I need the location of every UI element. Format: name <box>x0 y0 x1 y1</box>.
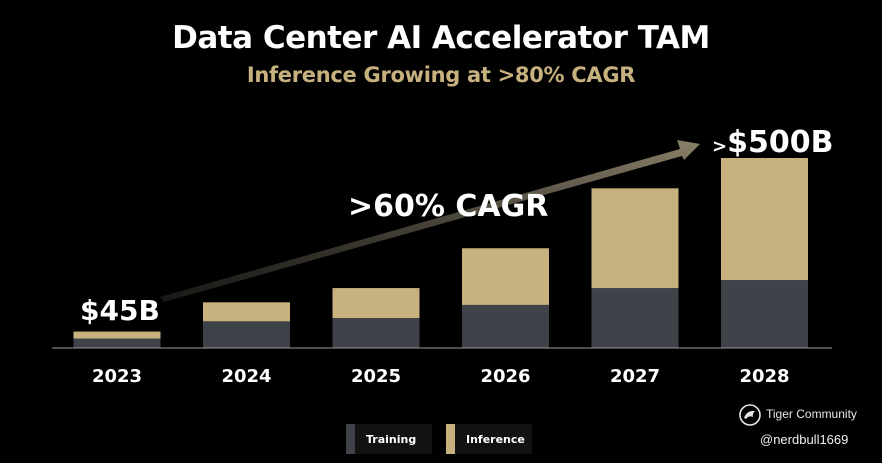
watermark-brand: Tiger Community <box>738 403 878 427</box>
end-value-label: >$500B <box>712 125 833 160</box>
cagr-label: >60% CAGR <box>348 189 548 224</box>
end-value-prefix: > <box>712 136 727 157</box>
watermark-brand-name: Tiger Community <box>766 407 857 421</box>
bar-inference-2023 <box>73 331 161 339</box>
x-tick-label-2026: 2026 <box>480 366 530 387</box>
x-tick-label-2027: 2027 <box>610 366 660 387</box>
chart-title: Data Center AI Accelerator TAM <box>172 20 710 56</box>
watermark-handle: @nerdbull1669 <box>760 432 849 447</box>
growth-trend-arrow <box>160 140 700 302</box>
x-tick-label-2025: 2025 <box>351 366 401 387</box>
legend-item-inference <box>446 424 532 454</box>
legend-item-training <box>346 424 432 454</box>
bar-inference-2028 <box>721 158 808 281</box>
bar-inference-2026 <box>462 248 549 305</box>
legend-swatch-training <box>346 424 355 454</box>
start-value-label: $45B <box>80 294 160 327</box>
legend-swatch-inference <box>446 424 455 454</box>
tiger-logo-icon <box>739 404 761 426</box>
bar-training-2027 <box>591 288 679 348</box>
legend-label-training: Training <box>366 433 416 446</box>
bar-training-2025 <box>332 318 420 348</box>
x-tick-label-2023: 2023 <box>92 366 142 387</box>
chart-subtitle: Inference Growing at >80% CAGR <box>246 63 636 87</box>
bar-training-2028 <box>721 280 808 348</box>
bar-training-2026 <box>462 304 549 348</box>
bar-training-2024 <box>203 321 290 348</box>
bar-inference-2024 <box>203 302 290 322</box>
x-tick-label-2024: 2024 <box>221 366 271 387</box>
end-value-amount: $500B <box>727 125 833 160</box>
bar-inference-2025 <box>332 288 420 319</box>
bar-training-2023 <box>73 338 161 348</box>
legend: Training Inference <box>346 424 532 454</box>
bar-inference-2027 <box>591 188 679 289</box>
legend-label-inference: Inference <box>466 433 525 446</box>
x-tick-label-2028: 2028 <box>739 366 789 387</box>
